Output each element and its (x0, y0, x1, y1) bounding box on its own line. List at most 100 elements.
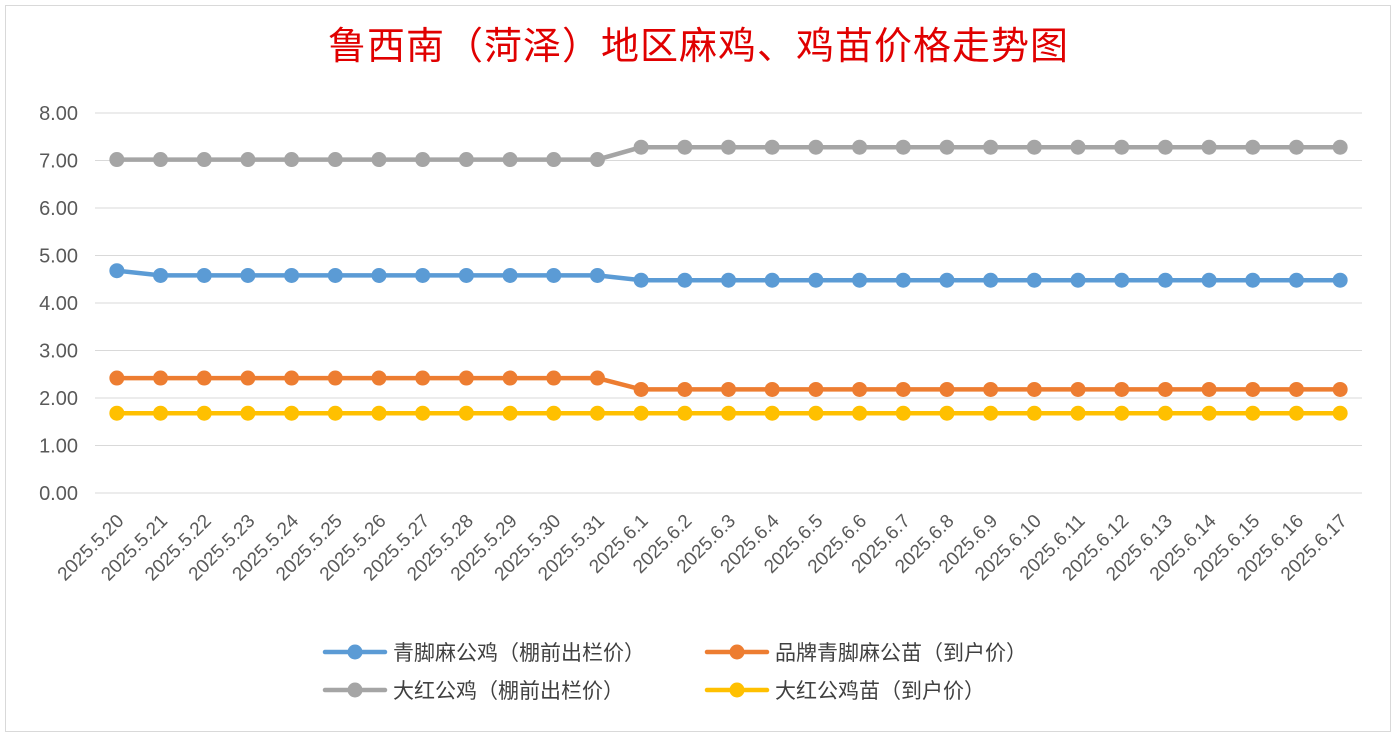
data-point (196, 267, 212, 283)
data-point (677, 405, 693, 421)
data-point (415, 267, 431, 283)
legend-label: 青脚麻公鸡（棚前出栏价） (393, 641, 645, 665)
series-group (109, 139, 1348, 421)
data-point (939, 139, 955, 155)
chart-title: 鲁西南（菏泽）地区麻鸡、鸡苗价格走势图 (327, 24, 1069, 68)
data-point (1245, 272, 1261, 288)
data-point (1332, 272, 1348, 288)
data-point (109, 405, 125, 421)
data-point (371, 405, 387, 421)
data-point (1070, 381, 1086, 397)
y-tick-label: 1.00 (39, 436, 78, 458)
data-point (1201, 381, 1217, 397)
data-point (327, 152, 343, 168)
data-point (1070, 139, 1086, 155)
data-point (1070, 405, 1086, 421)
data-point (939, 381, 955, 397)
data-point (284, 152, 300, 168)
data-point (1026, 139, 1042, 155)
data-point (109, 370, 125, 386)
data-point (153, 152, 169, 168)
data-point (1114, 405, 1130, 421)
data-point (1288, 139, 1304, 155)
data-point (633, 139, 649, 155)
data-point (1157, 272, 1173, 288)
data-point (852, 139, 868, 155)
data-point (721, 139, 736, 155)
data-point (327, 370, 343, 386)
data-point (808, 139, 824, 155)
y-tick-label: 2.00 (39, 388, 78, 410)
y-tick-label: 3.00 (39, 341, 78, 363)
data-point (677, 139, 693, 155)
data-point (546, 267, 562, 283)
data-point (284, 370, 300, 386)
data-point (1201, 139, 1217, 155)
data-point (240, 370, 256, 386)
data-point (153, 370, 169, 386)
legend-swatch-marker (347, 644, 363, 660)
data-point (1332, 139, 1348, 155)
data-point (1332, 405, 1348, 421)
data-point (284, 405, 300, 421)
data-point (1026, 405, 1042, 421)
data-point (764, 405, 780, 421)
data-point (808, 381, 824, 397)
data-point (1245, 381, 1261, 397)
data-point (983, 405, 999, 421)
data-point (721, 381, 736, 397)
data-point (983, 381, 999, 397)
data-point (502, 152, 518, 168)
data-point (1114, 381, 1130, 397)
data-point (196, 370, 212, 386)
series-4 (109, 405, 1348, 421)
data-point (1026, 272, 1042, 288)
data-point (1201, 405, 1217, 421)
data-point (721, 405, 736, 421)
series-3 (109, 139, 1348, 168)
data-point (983, 139, 999, 155)
data-point (240, 152, 256, 168)
data-point (1114, 272, 1130, 288)
data-point (852, 405, 868, 421)
data-point (371, 152, 387, 168)
data-point (196, 152, 212, 168)
data-point (895, 272, 911, 288)
series-2 (109, 370, 1348, 397)
data-point (764, 272, 780, 288)
data-point (327, 267, 343, 283)
data-point (196, 405, 212, 421)
data-point (415, 152, 431, 168)
y-tick-label: 6.00 (39, 198, 78, 220)
data-point (1332, 381, 1348, 397)
data-point (721, 272, 736, 288)
data-point (633, 405, 649, 421)
data-point (502, 267, 518, 283)
data-point (895, 405, 911, 421)
data-point (895, 139, 911, 155)
data-point (1245, 405, 1261, 421)
data-point (1114, 139, 1130, 155)
data-point (546, 370, 562, 386)
data-point (808, 405, 824, 421)
y-tick-label: 4.00 (39, 293, 78, 315)
series-1 (109, 263, 1348, 288)
data-point (939, 272, 955, 288)
data-point (589, 405, 605, 421)
data-point (852, 381, 868, 397)
data-point (1026, 381, 1042, 397)
data-point (109, 263, 125, 279)
data-point (677, 381, 693, 397)
data-point (415, 370, 431, 386)
data-point (1288, 381, 1304, 397)
data-point (1245, 139, 1261, 155)
data-point (546, 152, 562, 168)
data-point (589, 152, 605, 168)
legend-label: 大红公鸡苗（到户价） (775, 679, 985, 703)
data-point (852, 272, 868, 288)
data-point (677, 272, 693, 288)
data-point (1157, 381, 1173, 397)
gridlines (95, 112, 1362, 494)
legend-item: 青脚麻公鸡（棚前出栏价） (322, 641, 645, 665)
